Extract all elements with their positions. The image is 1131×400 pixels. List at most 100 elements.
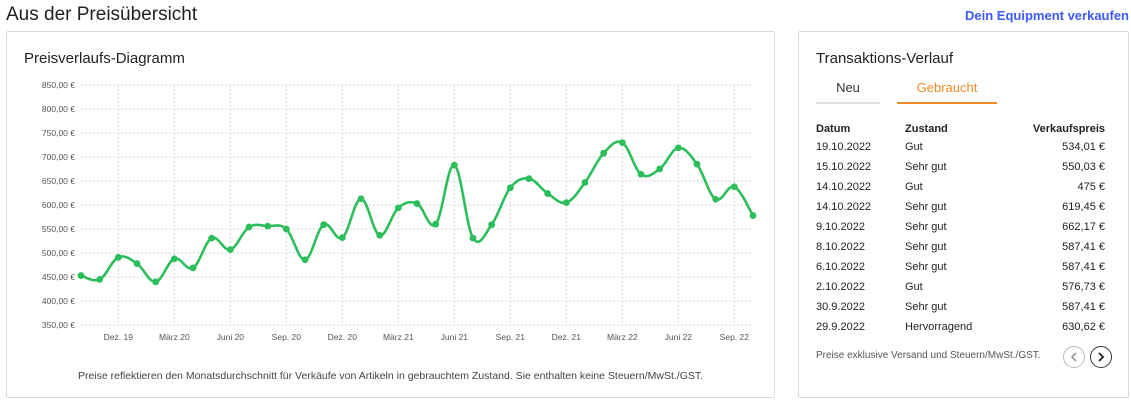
cell-condition: Sehr gut <box>905 221 947 233</box>
transactions-table: Datum Zustand Verkaufspreis 19.10.2022 Gu… <box>816 120 1105 337</box>
transactions-footnote: Preise exklusive Versand und Steuern/MwS… <box>816 350 1041 361</box>
data-point[interactable] <box>525 175 533 183</box>
table-row: 29.9.2022 Hervorragend 630,62 € <box>816 317 1105 337</box>
next-page-button[interactable] <box>1090 346 1112 368</box>
transaction-history-card: Transaktions-Verlauf Neu Gebraucht Datum… <box>798 31 1129 398</box>
data-point[interactable] <box>730 183 738 191</box>
data-point[interactable] <box>674 144 682 152</box>
data-point[interactable] <box>133 260 141 267</box>
tab-used[interactable]: Gebraucht <box>897 80 997 104</box>
data-point[interactable] <box>712 195 720 203</box>
data-point[interactable] <box>226 246 234 254</box>
data-point[interactable] <box>320 221 328 229</box>
data-point[interactable] <box>338 234 346 242</box>
data-point[interactable] <box>562 199 570 207</box>
data-point[interactable] <box>357 195 365 203</box>
table-row: 15.10.2022 Sehr gut 550,03 € <box>816 157 1105 177</box>
data-point[interactable] <box>282 225 290 233</box>
data-point[interactable] <box>152 278 160 286</box>
transactions-title: Transaktions-Verlauf <box>816 50 954 67</box>
table-row: 14.10.2022 Sehr gut 619,45 € <box>816 197 1105 217</box>
data-point[interactable] <box>376 231 384 239</box>
y-tick-label: 500,00 € <box>42 248 75 258</box>
y-tick-label: 650,00 € <box>42 176 75 186</box>
data-point[interactable] <box>394 204 402 212</box>
cell-date: 15.10.2022 <box>816 161 872 173</box>
table-row: 2.10.2022 Gut 576,73 € <box>816 277 1105 297</box>
data-point[interactable] <box>488 221 496 229</box>
table-row: 30.9.2022 Sehr gut 587,41 € <box>816 297 1105 317</box>
cell-date: 6.10.2022 <box>816 261 865 273</box>
cell-condition: Gut <box>905 181 923 193</box>
cell-date: 30.9.2022 <box>816 301 865 313</box>
cell-price: 587,41 € <box>1062 301 1105 313</box>
data-point[interactable] <box>77 272 85 279</box>
cell-date: 8.10.2022 <box>816 241 865 253</box>
cell-condition: Sehr gut <box>905 261 947 273</box>
x-tick-label: Dez. 20 <box>328 332 358 342</box>
data-point[interactable] <box>469 234 477 242</box>
chart-title: Preisverlaufs-Diagramm <box>24 50 185 67</box>
chevron-right-icon <box>1098 352 1105 362</box>
previous-page-button[interactable] <box>1063 346 1085 368</box>
data-point[interactable] <box>544 190 552 197</box>
tab-new[interactable]: Neu <box>816 80 880 104</box>
table-row: 19.10.2022 Gut 534,01 € <box>816 137 1105 157</box>
data-point[interactable] <box>114 253 122 261</box>
cell-condition: Sehr gut <box>905 241 947 253</box>
x-tick-label: Juni 21 <box>441 332 469 342</box>
data-point[interactable] <box>618 139 626 146</box>
x-tick-label: Sep. 22 <box>720 332 750 342</box>
data-point[interactable] <box>656 165 664 173</box>
column-header-price: Verkaufspreis <box>1032 122 1105 135</box>
data-point[interactable] <box>301 256 309 264</box>
cell-date: 14.10.2022 <box>816 181 872 193</box>
data-point[interactable] <box>450 161 458 169</box>
data-point[interactable] <box>245 223 253 231</box>
y-tick-label: 800,00 € <box>42 104 75 114</box>
y-tick-label: 400,00 € <box>42 296 75 306</box>
cell-price: 662,17 € <box>1062 221 1105 233</box>
data-point[interactable] <box>264 222 272 230</box>
data-point[interactable] <box>506 184 514 192</box>
data-point[interactable] <box>413 200 421 207</box>
cell-date: 14.10.2022 <box>816 201 872 213</box>
page-title: Aus der Preisübersicht <box>6 4 198 25</box>
price-chart-card: Preisverlaufs-Diagramm 350,00 € 400,00 € 4… <box>6 31 775 398</box>
data-point[interactable] <box>432 220 440 228</box>
data-point[interactable] <box>208 234 216 242</box>
data-point[interactable] <box>581 179 589 186</box>
data-point[interactable] <box>170 255 178 263</box>
y-tick-label: 600,00 € <box>42 200 75 210</box>
cell-price: 550,03 € <box>1062 161 1105 173</box>
cell-price: 576,73 € <box>1062 281 1105 293</box>
cell-condition: Sehr gut <box>905 201 947 213</box>
table-row: 6.10.2022 Sehr gut 587,41 € <box>816 257 1105 277</box>
x-tick-label: März 21 <box>383 332 414 342</box>
cell-condition: Gut <box>905 281 923 293</box>
table-row: 8.10.2022 Sehr gut 587,41 € <box>816 237 1105 257</box>
table-row: 14.10.2022 Gut 475 € <box>816 177 1105 197</box>
x-tick-label: März 20 <box>159 332 190 342</box>
y-tick-label: 700,00 € <box>42 152 75 162</box>
x-tick-label: Dez. 19 <box>104 332 134 342</box>
x-tick-label: Juni 20 <box>217 332 245 342</box>
y-tick-label: 350,00 € <box>42 320 75 330</box>
sell-equipment-link[interactable]: Dein Equipment verkaufen <box>965 8 1129 23</box>
data-point[interactable] <box>749 212 757 219</box>
cell-date: 19.10.2022 <box>816 141 872 153</box>
data-point[interactable] <box>693 160 701 168</box>
cell-price: 630,62 € <box>1062 321 1105 333</box>
cell-price: 475 € <box>1077 181 1105 193</box>
y-tick-label: 450,00 € <box>42 272 75 282</box>
x-tick-label: Sep. 21 <box>496 332 526 342</box>
y-tick-label: 850,00 € <box>42 80 75 90</box>
data-point[interactable] <box>600 149 608 157</box>
data-point[interactable] <box>189 264 197 272</box>
data-point[interactable] <box>96 276 104 283</box>
data-point[interactable] <box>637 170 645 178</box>
cell-date: 2.10.2022 <box>816 281 865 293</box>
cell-price: 534,01 € <box>1062 141 1105 153</box>
chart-footnote: Preise reflektieren den Monatsdurchschni… <box>77 370 704 382</box>
column-header-date: Datum <box>816 122 851 135</box>
